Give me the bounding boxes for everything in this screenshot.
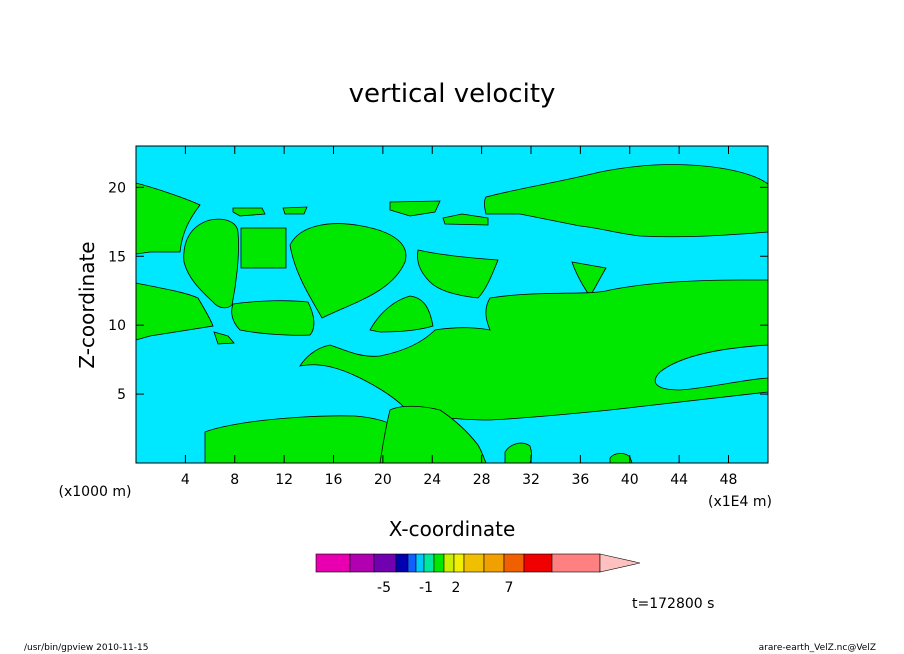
region-blob-2 (240, 227, 287, 269)
x-tick-label: 12 (275, 472, 293, 488)
region-top-small-2 (282, 206, 308, 215)
region-bottom-blob-1 (504, 442, 532, 464)
region-bottom-plume (379, 405, 487, 464)
colorbar-segment (453, 553, 465, 573)
x-tick-label: 40 (621, 472, 639, 488)
region-blob-3 (289, 223, 407, 319)
region-top-left (135, 182, 201, 255)
region-top-right-band (484, 164, 769, 238)
x-tick-label: 28 (473, 472, 491, 488)
colorbar (315, 553, 641, 573)
chart-title: vertical velocity (349, 79, 556, 109)
colorbar-segment (463, 553, 485, 573)
colorbar-label: -5 (377, 580, 391, 596)
colorbar-segment (443, 553, 455, 573)
footer-left: /usr/bin/gpview 2010-11-15 (24, 643, 148, 653)
region-top-small-4 (442, 213, 489, 226)
y-tick-label: 20 (108, 180, 126, 196)
colorbar-segment (315, 553, 351, 573)
region-small-bottom-left (213, 331, 235, 345)
colorbar-label: 7 (505, 580, 514, 596)
x-axis-ticks: 4 8 12 16 20 24 28 32 36 40 44 48 (181, 146, 738, 488)
y-tick-label: 5 (117, 387, 126, 403)
y-unit-label: (x1000 m) (59, 484, 132, 500)
colorbar-label: -1 (419, 580, 433, 596)
region-mid-wedge (417, 249, 499, 299)
colorbar-segment (373, 553, 397, 573)
region-blob-1 (183, 218, 239, 309)
x-tick-label: 36 (571, 472, 589, 488)
x-tick-label: 48 (720, 472, 738, 488)
colorbar-label: 2 (452, 580, 461, 596)
colorbar-segment (423, 553, 435, 573)
contour-regions (135, 164, 769, 464)
region-bottom-blob-2 (609, 452, 633, 464)
colorbar-arrow (599, 553, 641, 573)
x-axis-title: X-coordinate (389, 517, 516, 541)
region-blob-5 (369, 295, 434, 333)
x-unit-label: (x1E4 m) (708, 494, 772, 510)
x-tick-label: 16 (325, 472, 343, 488)
region-top-small-3 (389, 200, 441, 217)
colorbar-segment (407, 553, 417, 573)
time-label: t=172800 s (632, 596, 714, 612)
region-left-middle (135, 282, 214, 341)
colorbar-segment (523, 553, 553, 573)
colorbar-segment (483, 553, 505, 573)
colorbar-segment (503, 553, 525, 573)
colorbar-segment (395, 553, 409, 573)
x-tick-label: 4 (181, 472, 190, 488)
region-blob-4 (231, 300, 315, 336)
y-tick-label: 10 (108, 318, 126, 334)
colorbar-segment (551, 553, 601, 573)
y-tick-label: 15 (108, 249, 126, 265)
region-top-small-1 (232, 207, 266, 217)
plot-frame (135, 145, 769, 464)
x-tick-label: 20 (374, 472, 392, 488)
x-tick-label: 32 (522, 472, 540, 488)
y-axis-ticks: 5 10 15 20 (108, 180, 768, 403)
colorbar-segment (433, 553, 445, 573)
y-axis-title: Z-coordinate (75, 241, 99, 368)
colorbar-segment (415, 553, 425, 573)
colorbar-labels: -5 -1 2 7 (377, 580, 513, 596)
x-tick-label: 44 (670, 472, 688, 488)
x-tick-label: 8 (230, 472, 239, 488)
footer-right: arare-earth_VelZ.nc@VelZ (759, 643, 876, 653)
colorbar-segment (349, 553, 375, 573)
x-tick-label: 24 (423, 472, 441, 488)
